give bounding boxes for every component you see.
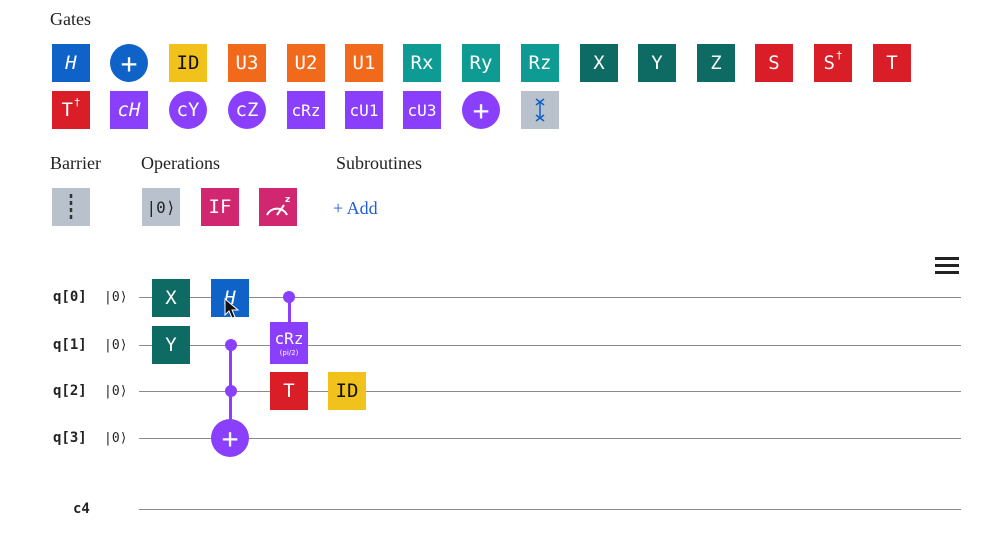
qubit-init-state: |0⟩ xyxy=(104,384,128,399)
classical-wire[interactable] xyxy=(139,509,961,510)
tdg-gate-label: T xyxy=(61,99,73,121)
rx-gate-label: Rx xyxy=(410,52,434,74)
placed-gate-label: T xyxy=(283,380,295,402)
cu1-gate-label: cU1 xyxy=(349,100,379,120)
barrier-icon xyxy=(69,194,73,220)
qubit-label: q[0] xyxy=(53,289,87,305)
crz-gate[interactable]: cRz xyxy=(287,91,325,129)
z-gate-label: Z xyxy=(710,52,722,74)
u2-gate[interactable]: U2 xyxy=(287,44,325,82)
dagger-mark: † xyxy=(73,95,81,109)
classical-register-label: c4 xyxy=(73,501,90,517)
hamburger-menu-icon[interactable] xyxy=(935,257,959,275)
measure-icon: z xyxy=(266,195,290,216)
gate-parameter: (pi/2) xyxy=(279,349,299,357)
placed-gate-label: Y xyxy=(165,334,177,356)
control-dot[interactable] xyxy=(225,339,237,351)
operations-section-title: Operations xyxy=(141,153,220,173)
svg-text:z: z xyxy=(285,195,290,205)
cnot-gate-label: + xyxy=(120,46,138,80)
h-gate-label: H xyxy=(65,52,77,74)
u3-gate[interactable]: U3 xyxy=(228,44,266,82)
placed-t-gate[interactable]: T xyxy=(270,372,308,410)
control-dot[interactable] xyxy=(225,385,237,397)
ry-gate-label: Ry xyxy=(469,52,493,74)
qubit-wire[interactable] xyxy=(139,297,961,298)
placed-gate-label: H xyxy=(224,287,236,309)
t-gate-label: T xyxy=(886,52,898,74)
cu1-gate[interactable]: cU1 xyxy=(345,91,383,129)
rz-gate[interactable]: Rz xyxy=(521,44,559,82)
qubit-wire[interactable] xyxy=(139,391,961,392)
qubit-wire[interactable] xyxy=(139,438,961,439)
t-gate[interactable]: T xyxy=(873,44,911,82)
barrier-gate[interactable] xyxy=(52,188,90,226)
cnot-gate[interactable]: + xyxy=(110,44,148,82)
qubit-init-state: |0⟩ xyxy=(104,338,128,353)
ry-gate[interactable]: Ry xyxy=(462,44,500,82)
z-gate[interactable]: Z xyxy=(697,44,735,82)
cy-gate-label: cY xyxy=(176,99,200,121)
if-operation-label: IF xyxy=(208,196,232,218)
cu3-gate-label: cU3 xyxy=(407,100,437,120)
ch-gate-label: cH xyxy=(117,99,141,121)
id-gate-label: ID xyxy=(176,52,200,74)
x-gate-label: X xyxy=(593,52,605,74)
placed-gate-label: X xyxy=(165,287,177,309)
y-gate-label: Y xyxy=(651,52,663,74)
ch-gate[interactable]: cH xyxy=(110,91,148,129)
swap-icon xyxy=(535,98,545,122)
cz-gate[interactable]: cZ xyxy=(228,91,266,129)
control-dot[interactable] xyxy=(283,291,295,303)
sdg-gate[interactable]: S † xyxy=(814,44,852,82)
h-gate[interactable]: H xyxy=(52,44,90,82)
placed-crz-gate[interactable]: cRz (pi/2) xyxy=(270,322,308,364)
rz-gate-label: Rz xyxy=(528,52,552,74)
if-operation[interactable]: IF xyxy=(201,188,239,226)
qubit-init-state: |0⟩ xyxy=(104,431,128,446)
reset-operation-label: |0⟩ xyxy=(146,197,176,217)
u3-gate-label: U3 xyxy=(235,52,259,74)
reset-operation[interactable]: |0⟩ xyxy=(142,188,180,226)
gates-section-title: Gates xyxy=(50,9,91,29)
control-line xyxy=(288,297,291,325)
toffoli-gate[interactable]: + xyxy=(462,91,500,129)
placed-gate-label: ID xyxy=(335,380,359,402)
x-gate[interactable]: X xyxy=(580,44,618,82)
cu3-gate[interactable]: cU3 xyxy=(403,91,441,129)
add-subroutine-link[interactable]: + Add xyxy=(333,198,378,218)
placed-gate-label: + xyxy=(221,421,239,455)
placed-cnot-target[interactable]: + xyxy=(211,419,249,457)
placed-id-gate[interactable]: ID xyxy=(328,372,366,410)
s-gate[interactable]: S xyxy=(755,44,793,82)
barrier-section-title: Barrier xyxy=(50,153,101,173)
y-gate[interactable]: Y xyxy=(638,44,676,82)
rx-gate[interactable]: Rx xyxy=(403,44,441,82)
cz-gate-label: cZ xyxy=(235,99,259,121)
tdg-gate[interactable]: T † xyxy=(52,91,90,129)
mouse-cursor-icon xyxy=(224,298,240,319)
qubit-label: q[2] xyxy=(53,383,87,399)
qubit-label: q[1] xyxy=(53,337,87,353)
u2-gate-label: U2 xyxy=(294,52,318,74)
swap-gate[interactable] xyxy=(521,91,559,129)
placed-gate-label: cRz xyxy=(274,329,304,348)
u1-gate-label: U1 xyxy=(352,52,376,74)
placed-x-gate[interactable]: X xyxy=(152,279,190,317)
cy-gate[interactable]: cY xyxy=(169,91,207,129)
qubit-label: q[3] xyxy=(53,430,87,446)
qubit-init-state: |0⟩ xyxy=(104,290,128,305)
u1-gate[interactable]: U1 xyxy=(345,44,383,82)
measure-operation[interactable]: z xyxy=(259,188,297,226)
s-gate-label: S xyxy=(768,52,780,74)
subroutines-section-title: Subroutines xyxy=(336,153,423,173)
id-gate[interactable]: ID xyxy=(169,44,207,82)
toffoli-gate-label: + xyxy=(472,93,490,127)
sdg-gate-label: S xyxy=(823,52,835,74)
dagger-mark: † xyxy=(835,48,843,62)
placed-y-gate[interactable]: Y xyxy=(152,326,190,364)
qubit-wire[interactable] xyxy=(139,345,961,346)
crz-gate-label: cRz xyxy=(291,100,321,120)
